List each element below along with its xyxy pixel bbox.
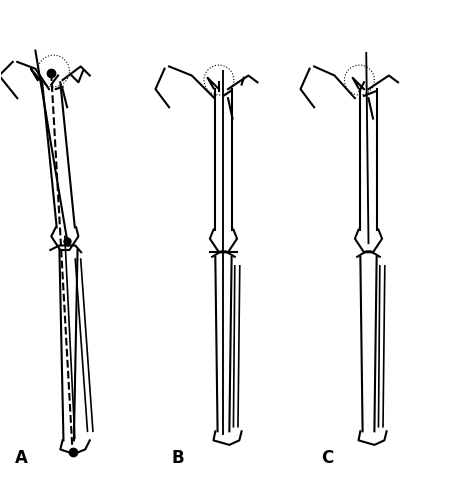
Text: C: C [320,449,333,467]
Text: B: B [171,449,183,467]
Text: A: A [15,449,28,467]
